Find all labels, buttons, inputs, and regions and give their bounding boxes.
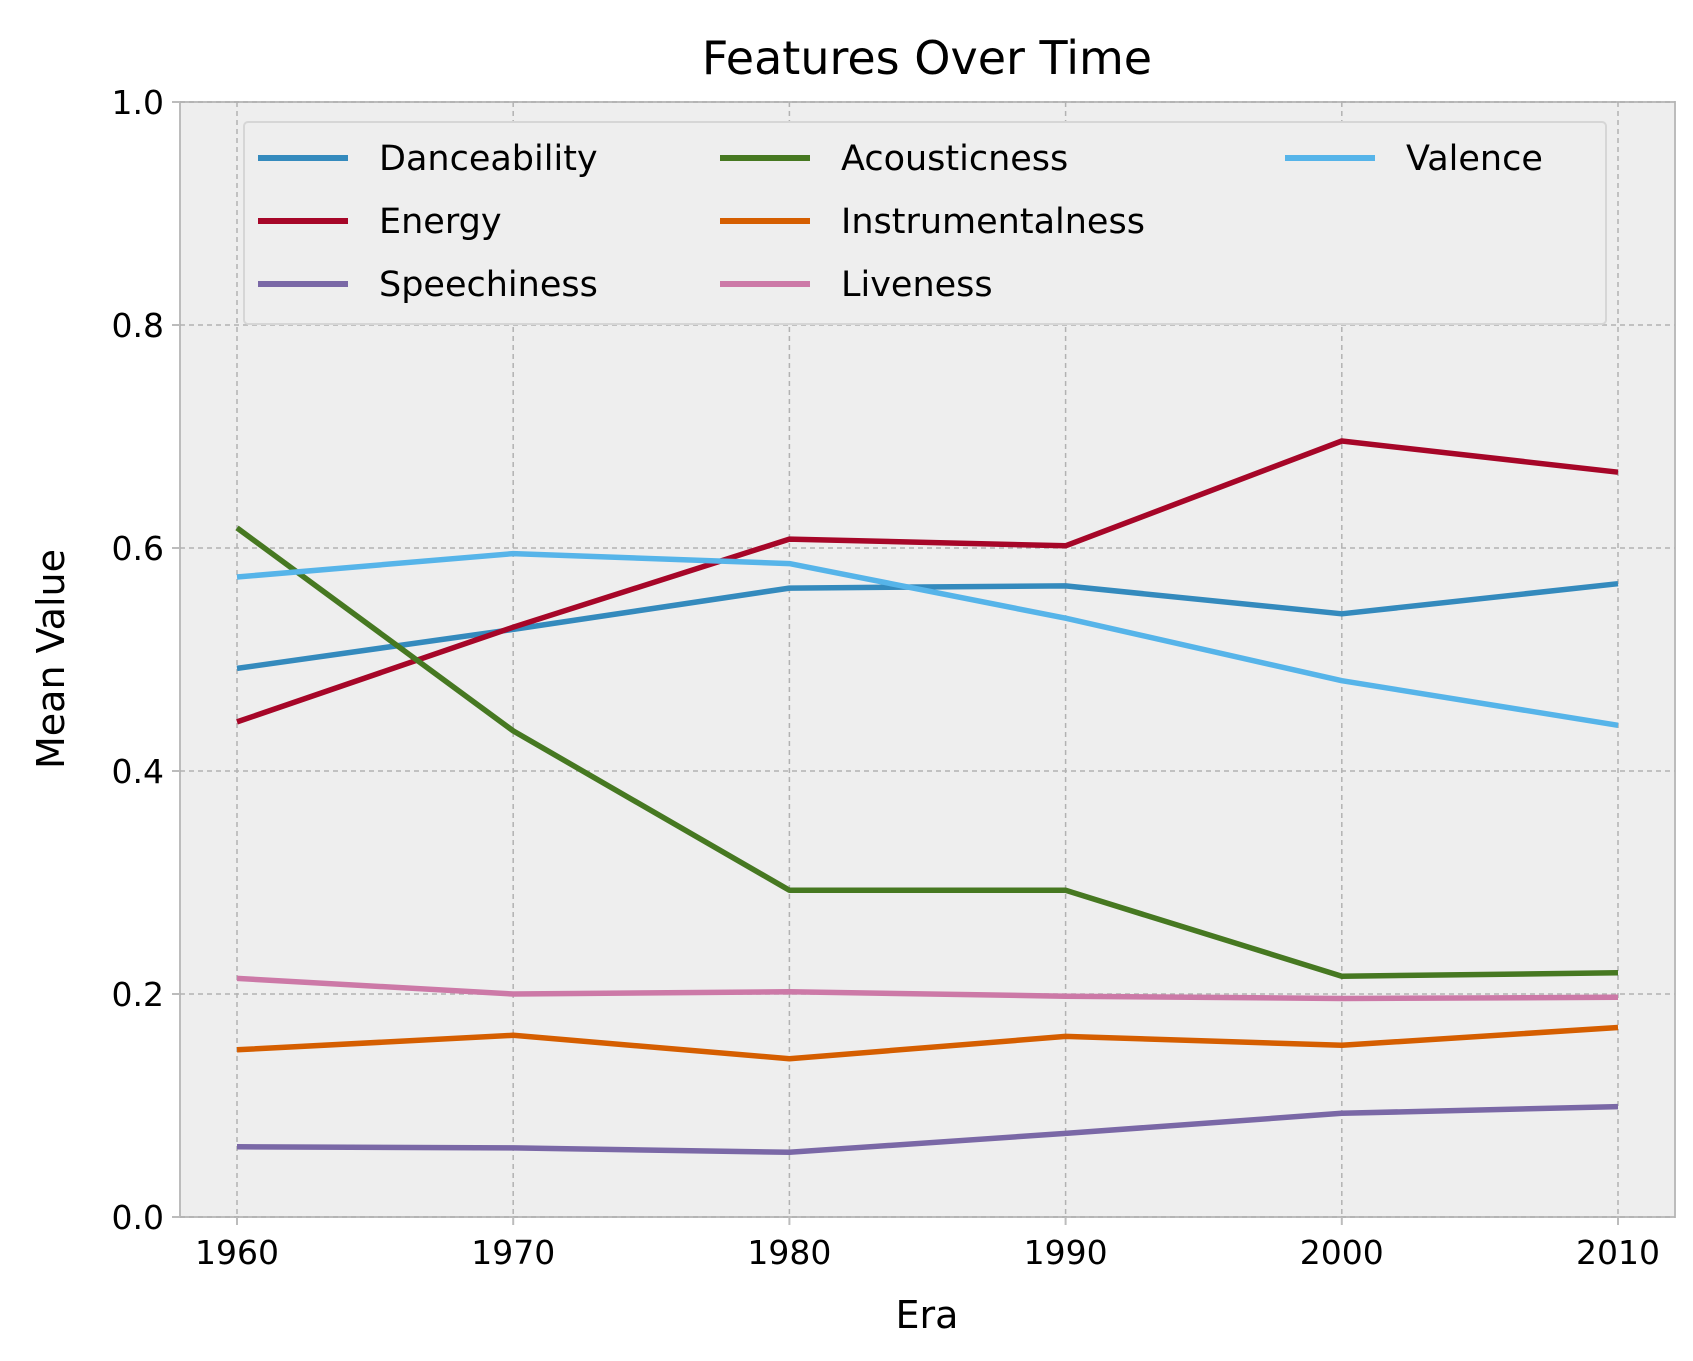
y-tick-label: 0.4	[112, 752, 164, 791]
x-tick-label: 1980	[747, 1233, 831, 1272]
y-tick-label: 0.6	[112, 529, 164, 568]
x-tick-label: 1960	[195, 1233, 279, 1272]
x-tick-label: 2000	[1300, 1233, 1384, 1272]
series-line-speechiness	[236, 1103, 1619, 1156]
chart-title: Features Over Time	[702, 31, 1152, 85]
series-line-energy	[236, 438, 1619, 725]
legend-label: Liveness	[841, 265, 993, 305]
series-line-liveness	[236, 975, 1619, 1002]
x-tick-label: 2010	[1576, 1233, 1660, 1272]
axis-ticks: 1960 1970 1980 1990 2000 2010 0.0 0.2 0.4 0.6 0.8 1…	[112, 83, 1660, 1272]
x-axis-label: Era	[896, 1293, 959, 1337]
legend: Danceability Energy Speechiness Acousticnes…	[243, 121, 1607, 325]
legend-label: Energy	[379, 202, 502, 242]
legend-label: Danceability	[379, 139, 598, 179]
series-line-danceability	[236, 580, 1619, 672]
x-tick-label: 1990	[1024, 1233, 1108, 1272]
legend-label: Acousticness	[841, 139, 1068, 179]
legend-label: Valence	[1406, 139, 1543, 179]
legend-label: Speechiness	[379, 265, 598, 305]
y-tick-label: 1.0	[112, 83, 164, 122]
grid-lines	[180, 101, 1675, 1218]
series-lines	[235, 438, 1619, 1156]
series-line-instrumentalness	[236, 1024, 1619, 1062]
y-axis-label: Mean Value	[29, 549, 73, 769]
y-tick-label: 0.8	[112, 306, 164, 345]
y-tick-label: 0.2	[112, 975, 164, 1014]
series-line-valence	[236, 550, 1619, 729]
x-tick-label: 1970	[471, 1233, 555, 1272]
series-line-acousticness	[235, 525, 1619, 979]
legend-box	[243, 121, 1607, 325]
legend-label: Instrumentalness	[841, 202, 1145, 242]
y-tick-label: 0.0	[112, 1198, 164, 1237]
